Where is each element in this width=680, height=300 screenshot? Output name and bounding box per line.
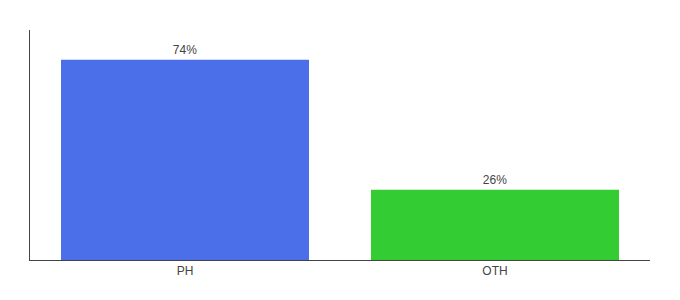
svg-text:OTH: OTH [482,264,507,278]
svg-text:PH: PH [177,264,194,278]
svg-text:74%: 74% [173,43,197,57]
svg-text:26%: 26% [483,173,507,187]
